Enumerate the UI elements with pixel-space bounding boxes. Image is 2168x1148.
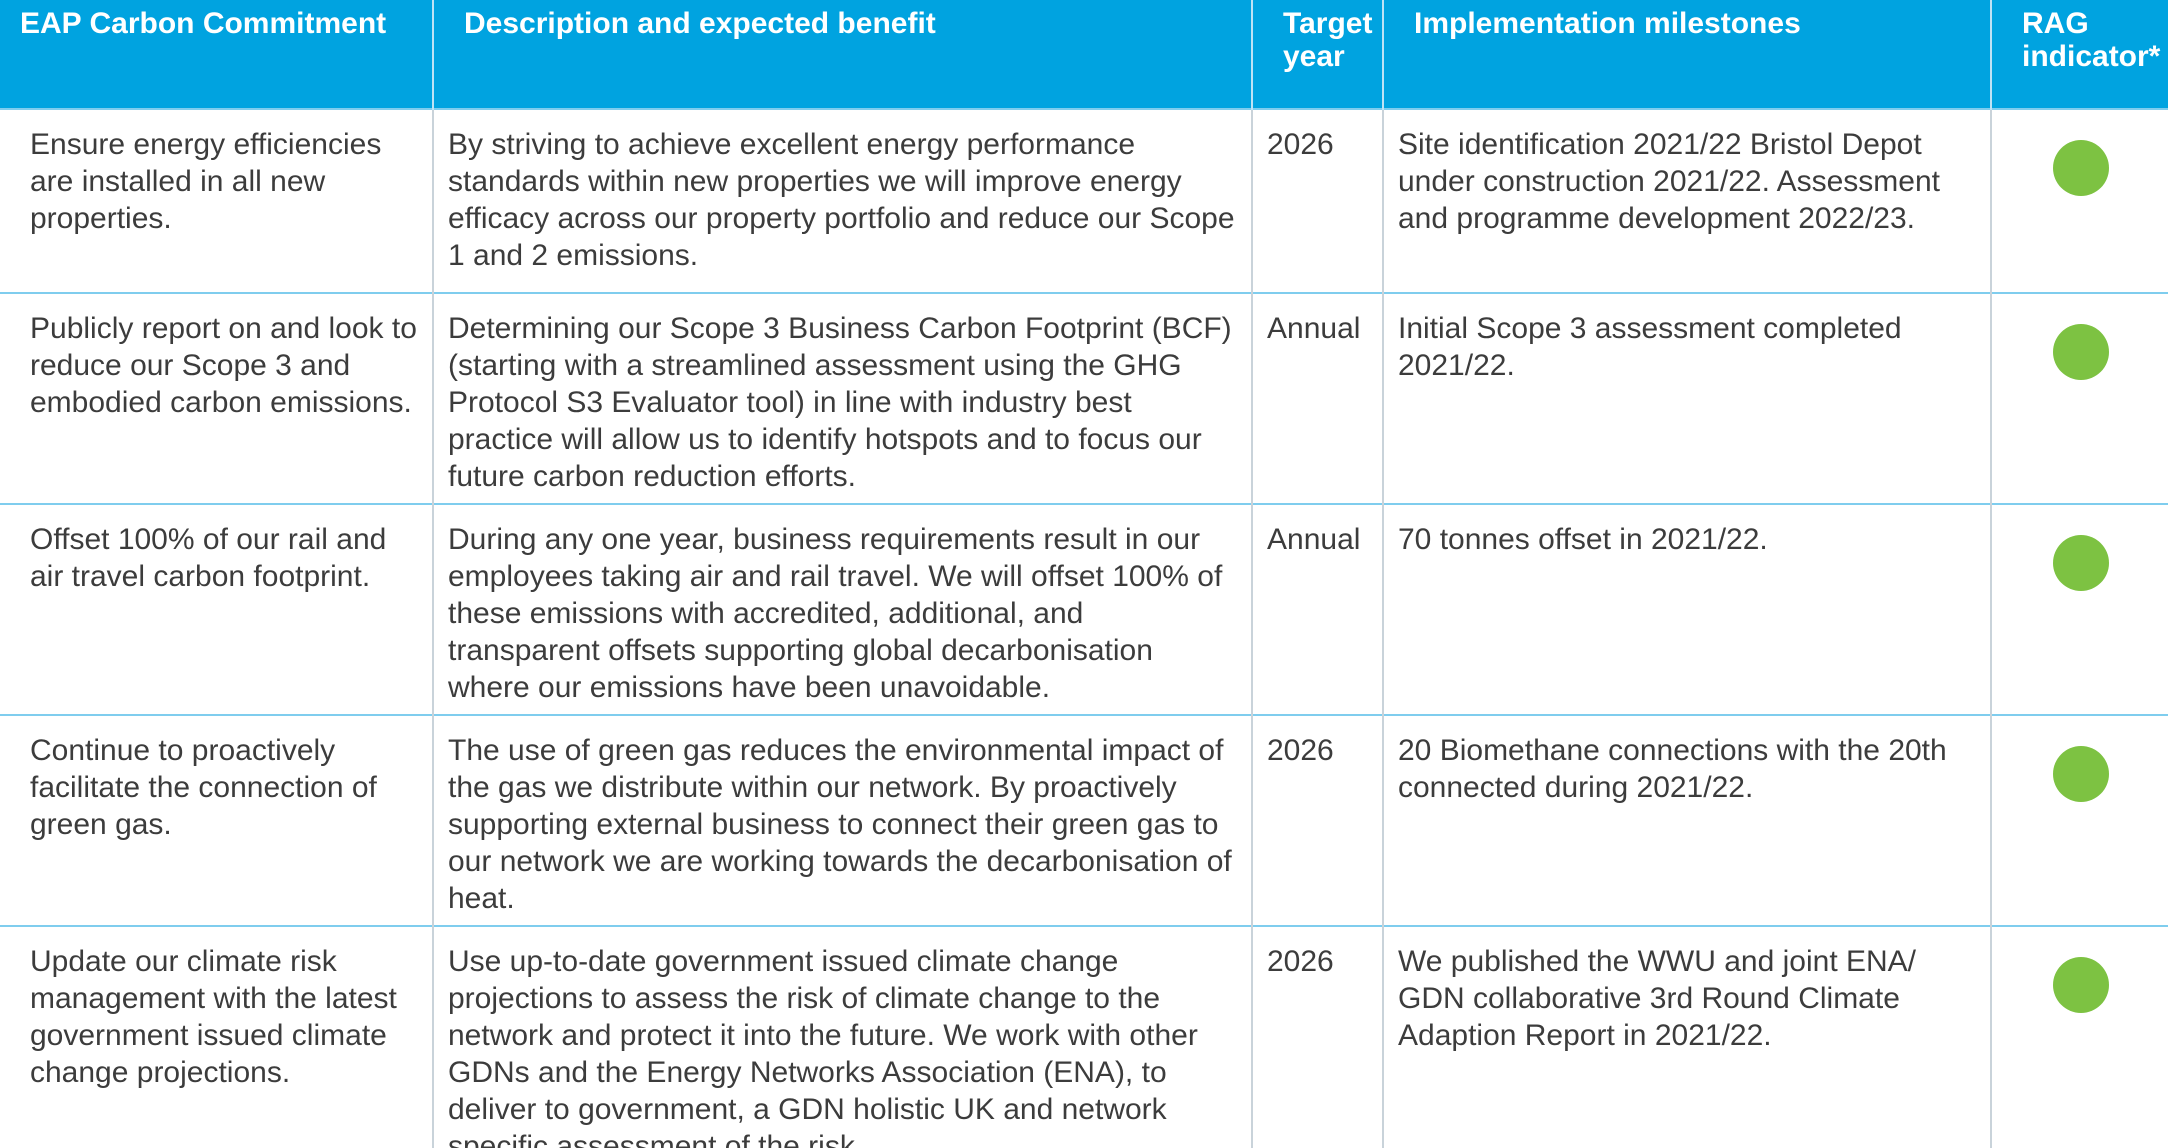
table-body: Ensure energy efficiencies are installed… bbox=[0, 108, 2168, 1148]
table-cell: Determining our Scope 3 Business Carbon … bbox=[432, 292, 1252, 504]
table-cell: 2026 bbox=[1251, 925, 1383, 1148]
rag-cell bbox=[1990, 292, 2168, 504]
rag-indicator bbox=[2053, 957, 2109, 1013]
rag-indicator bbox=[2053, 140, 2109, 196]
table-row: Publicly report on and look to reduce ou… bbox=[0, 292, 2168, 504]
rag-indicator bbox=[2053, 535, 2109, 591]
table-cell: Offset 100% of our rail and air travel c… bbox=[0, 503, 433, 715]
table-cell: Continue to proactively facilitate the c… bbox=[0, 714, 433, 926]
header-cell: EAP Carbon Commitment bbox=[0, 0, 433, 109]
header-row: EAP Carbon Commitment Description and exp… bbox=[0, 0, 2168, 109]
table-cell: We published the WWU and joint ENA/ GDN … bbox=[1382, 925, 1991, 1148]
rag-cell bbox=[1990, 503, 2168, 715]
table-cell: 2026 bbox=[1251, 714, 1383, 926]
table-cell: 2026 bbox=[1251, 108, 1383, 293]
table-row: Update our climate risk management with … bbox=[0, 925, 2168, 1148]
header-cell: Description and expected benefit bbox=[432, 0, 1252, 109]
header-cell: Implementation milestones bbox=[1382, 0, 1991, 109]
table-cell: Initial Scope 3 assessment completed 202… bbox=[1382, 292, 1991, 504]
table-cell: 20 Biomethane connections with the 20th … bbox=[1382, 714, 1991, 926]
table-row: Continue to proactively facilitate the c… bbox=[0, 714, 2168, 926]
table-cell: Ensure energy efficiencies are installed… bbox=[0, 108, 433, 293]
rag-cell bbox=[1990, 925, 2168, 1148]
table-cell: Use up-to-date government issued climate… bbox=[432, 925, 1252, 1148]
header-cell: RAG indicator* bbox=[1990, 0, 2168, 109]
table-cell: During any one year, business requiremen… bbox=[432, 503, 1252, 715]
table-row: Ensure energy efficiencies are installed… bbox=[0, 108, 2168, 293]
table-cell: The use of green gas reduces the environ… bbox=[432, 714, 1252, 926]
rag-indicator bbox=[2053, 746, 2109, 802]
table-cell: 70 tonnes offset in 2021/22. bbox=[1382, 503, 1991, 715]
header-cell: Target year bbox=[1251, 0, 1383, 109]
table-cell: By striving to achieve excellent energy … bbox=[432, 108, 1252, 293]
table-cell: Annual bbox=[1251, 292, 1383, 504]
rag-indicator bbox=[2053, 324, 2109, 380]
rag-cell bbox=[1990, 714, 2168, 926]
rag-cell bbox=[1990, 108, 2168, 293]
table-cell: Update our climate risk management with … bbox=[0, 925, 433, 1148]
table-row: Offset 100% of our rail and air travel c… bbox=[0, 503, 2168, 715]
table-cell: Annual bbox=[1251, 503, 1383, 715]
table-cell: Site identification 2021/22 Bristol Depo… bbox=[1382, 108, 1991, 293]
table-cell: Publicly report on and look to reduce ou… bbox=[0, 292, 433, 504]
